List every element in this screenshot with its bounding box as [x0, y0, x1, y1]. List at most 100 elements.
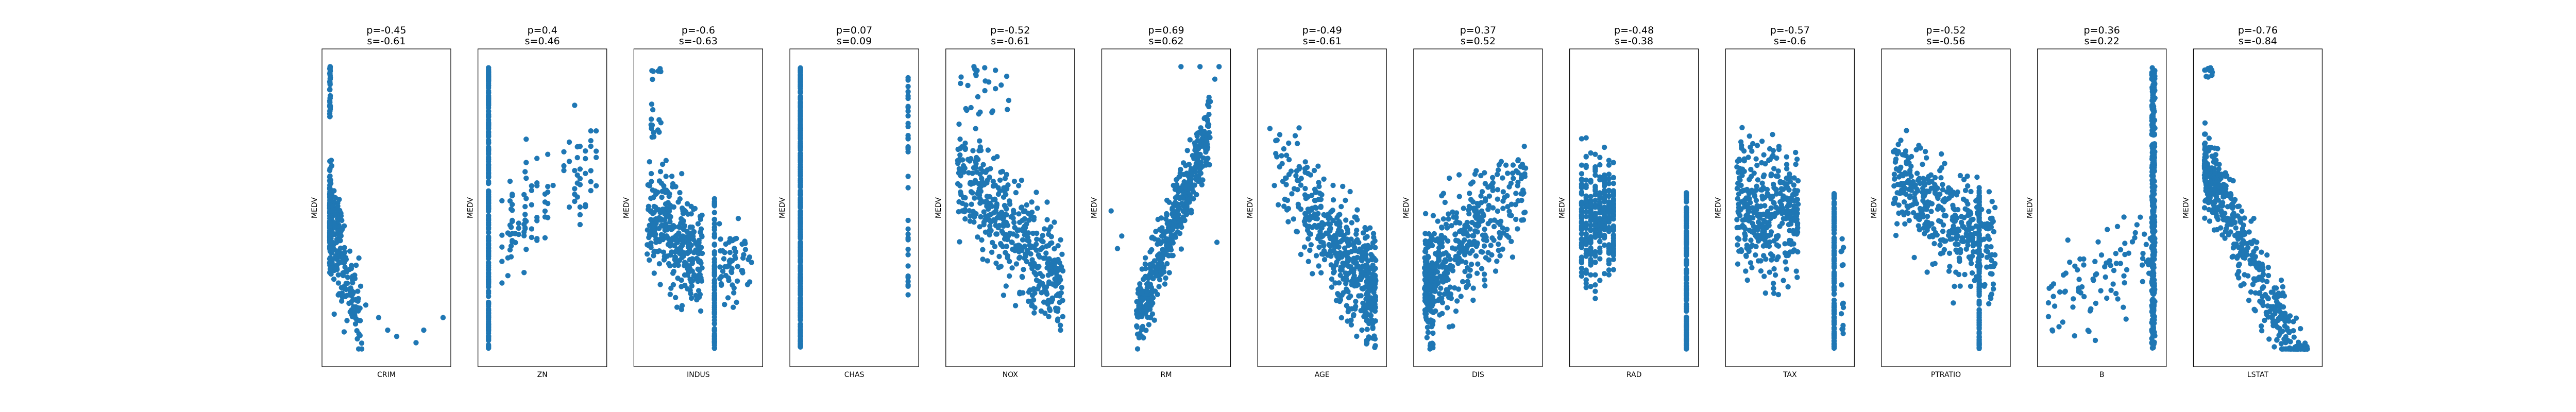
data-point: [711, 283, 718, 289]
title-pearson: p=0.4: [528, 25, 557, 36]
data-point: [1483, 255, 1489, 261]
data-point: [1482, 181, 1488, 186]
data-point: [1934, 232, 1940, 238]
data-point: [1831, 201, 1837, 207]
data-point: [1344, 278, 1350, 283]
data-point: [338, 298, 345, 304]
data-point: [1927, 200, 1933, 206]
x-axis-label: AGE: [1315, 371, 1330, 379]
data-point: [340, 258, 346, 264]
data-point: [657, 282, 663, 287]
data-point: [989, 110, 995, 115]
data-point: [1371, 319, 1377, 324]
data-point: [1969, 270, 1975, 276]
data-point: [583, 148, 588, 154]
data-point: [347, 248, 353, 254]
data-point: [1058, 277, 1063, 283]
data-point: [1310, 271, 1315, 277]
data-point: [1337, 220, 1343, 226]
data-point: [1519, 161, 1526, 167]
data-point: [1496, 242, 1501, 247]
data-point: [1916, 143, 1922, 148]
data-point: [327, 71, 333, 76]
data-point: [1318, 204, 1324, 210]
data-point: [663, 174, 669, 179]
data-point: [1783, 185, 1789, 191]
data-point: [1684, 236, 1689, 242]
data-point: [1606, 193, 1612, 199]
data-point: [647, 232, 653, 237]
data-point: [905, 226, 911, 232]
data-point: [1583, 209, 1589, 215]
data-point: [1150, 295, 1156, 301]
data-point: [967, 218, 973, 224]
y-axis-label: MEDV: [1091, 197, 1099, 218]
data-point: [1506, 234, 1512, 240]
data-point: [1430, 213, 1436, 218]
data-point: [1187, 137, 1193, 143]
x-axis-label: DIS: [1472, 371, 1484, 379]
data-point: [996, 253, 1002, 260]
data-point: [645, 251, 650, 257]
data-point: [1891, 200, 1896, 207]
data-point: [648, 240, 654, 246]
y-axis-label: MEDV: [1402, 197, 1411, 218]
data-point: [679, 303, 685, 308]
data-point: [355, 288, 361, 294]
data-point: [1475, 229, 1480, 235]
data-point: [1511, 176, 1516, 181]
data-point: [676, 258, 683, 263]
data-point: [1840, 301, 1845, 307]
data-point: [1794, 274, 1800, 280]
data-point: [726, 278, 732, 283]
data-point: [1592, 198, 1598, 203]
data-point: [1030, 286, 1036, 293]
data-point: [1611, 181, 1616, 186]
data-point: [798, 303, 803, 308]
data-point: [1206, 130, 1212, 135]
data-point: [1759, 139, 1765, 144]
data-point: [980, 256, 986, 262]
data-point: [1831, 237, 1837, 243]
data-point: [968, 213, 973, 219]
data-point: [988, 202, 994, 208]
data-point: [1367, 312, 1373, 318]
data-point: [486, 205, 492, 211]
data-point: [583, 156, 588, 162]
data-point: [798, 287, 803, 294]
data-point: [1050, 258, 1056, 264]
data-point: [1434, 261, 1440, 266]
data-point: [1354, 333, 1360, 339]
data-point: [733, 249, 739, 255]
data-point: [588, 188, 594, 194]
data-point: [1606, 176, 1612, 182]
data-point: [798, 281, 803, 286]
data-point: [1986, 209, 1992, 214]
data-point: [1058, 327, 1063, 333]
data-point: [739, 268, 744, 273]
data-point: [711, 342, 718, 348]
data-point: [1579, 236, 1585, 242]
data-point: [545, 200, 551, 207]
data-point: [331, 276, 337, 282]
data-point: [1592, 223, 1598, 229]
data-point: [798, 326, 803, 332]
data-point: [1914, 170, 1920, 176]
data-point: [333, 266, 339, 271]
data-point: [331, 188, 337, 194]
data-point: [1753, 210, 1759, 216]
data-point: [1004, 244, 1010, 249]
data-point: [1495, 167, 1501, 173]
data-point: [1952, 207, 1958, 213]
data-point: [1164, 220, 1170, 227]
data-point: [689, 283, 695, 289]
data-point: [1175, 229, 1180, 235]
data-point: [1769, 194, 1775, 200]
data-point: [968, 105, 974, 111]
data-point: [798, 247, 803, 253]
data-point: [588, 179, 594, 184]
data-point: [1482, 283, 1488, 289]
data-point: [905, 237, 911, 243]
